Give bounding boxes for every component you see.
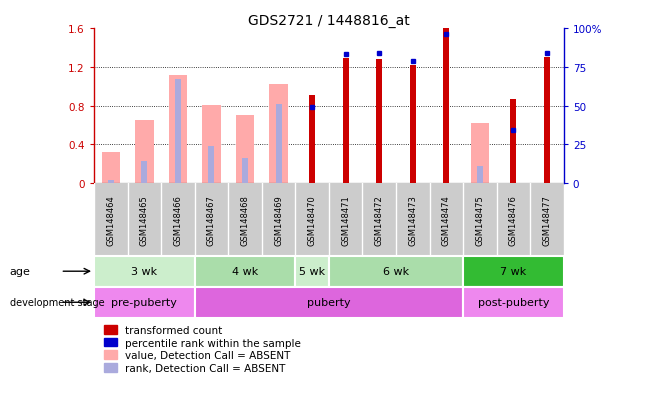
- Bar: [470, 124, 489, 184]
- Bar: [544, 58, 550, 184]
- Bar: [477, 167, 483, 184]
- Bar: [343, 59, 349, 184]
- Bar: [329, 256, 463, 287]
- Bar: [202, 105, 220, 184]
- Bar: [94, 256, 194, 287]
- Text: GSM148467: GSM148467: [207, 195, 216, 245]
- Bar: [168, 75, 187, 184]
- Bar: [463, 256, 564, 287]
- Text: GSM148466: GSM148466: [174, 195, 182, 245]
- Text: 4 wk: 4 wk: [232, 266, 258, 277]
- Text: GSM148464: GSM148464: [106, 195, 115, 245]
- Text: post-puberty: post-puberty: [478, 297, 549, 308]
- Text: GSM148474: GSM148474: [442, 195, 451, 245]
- Bar: [194, 287, 463, 318]
- Text: puberty: puberty: [307, 297, 351, 308]
- Bar: [102, 153, 120, 184]
- Text: GSM148476: GSM148476: [509, 195, 518, 245]
- Text: development stage: development stage: [10, 297, 104, 308]
- Text: GSM148475: GSM148475: [476, 195, 484, 245]
- Text: GSM148465: GSM148465: [140, 195, 149, 245]
- Bar: [141, 162, 147, 184]
- Bar: [209, 147, 214, 184]
- Bar: [194, 256, 295, 287]
- Bar: [270, 85, 288, 184]
- Text: 3 wk: 3 wk: [132, 266, 157, 277]
- Bar: [309, 96, 315, 184]
- Bar: [242, 159, 248, 184]
- Bar: [275, 105, 281, 184]
- Bar: [295, 256, 329, 287]
- Bar: [94, 287, 194, 318]
- Bar: [376, 60, 382, 184]
- Text: pre-puberty: pre-puberty: [111, 297, 178, 308]
- Text: 7 wk: 7 wk: [500, 266, 527, 277]
- Bar: [463, 287, 564, 318]
- Bar: [511, 100, 516, 184]
- Bar: [410, 66, 416, 184]
- Bar: [135, 121, 154, 184]
- Text: GSM148469: GSM148469: [274, 195, 283, 245]
- Text: age: age: [10, 266, 30, 277]
- Bar: [236, 116, 254, 184]
- Text: GSM148471: GSM148471: [341, 195, 350, 245]
- Text: GSM148472: GSM148472: [375, 195, 384, 245]
- Legend: transformed count, percentile rank within the sample, value, Detection Call = AB: transformed count, percentile rank withi…: [102, 323, 303, 375]
- Text: 5 wk: 5 wk: [299, 266, 325, 277]
- Text: 6 wk: 6 wk: [383, 266, 409, 277]
- Text: GSM148473: GSM148473: [408, 195, 417, 245]
- Text: GSM148468: GSM148468: [240, 195, 249, 245]
- Bar: [108, 181, 114, 184]
- Bar: [175, 80, 181, 184]
- Title: GDS2721 / 1448816_at: GDS2721 / 1448816_at: [248, 14, 410, 28]
- Bar: [443, 29, 449, 184]
- Text: GSM148470: GSM148470: [308, 195, 317, 245]
- Text: GSM148477: GSM148477: [542, 195, 551, 245]
